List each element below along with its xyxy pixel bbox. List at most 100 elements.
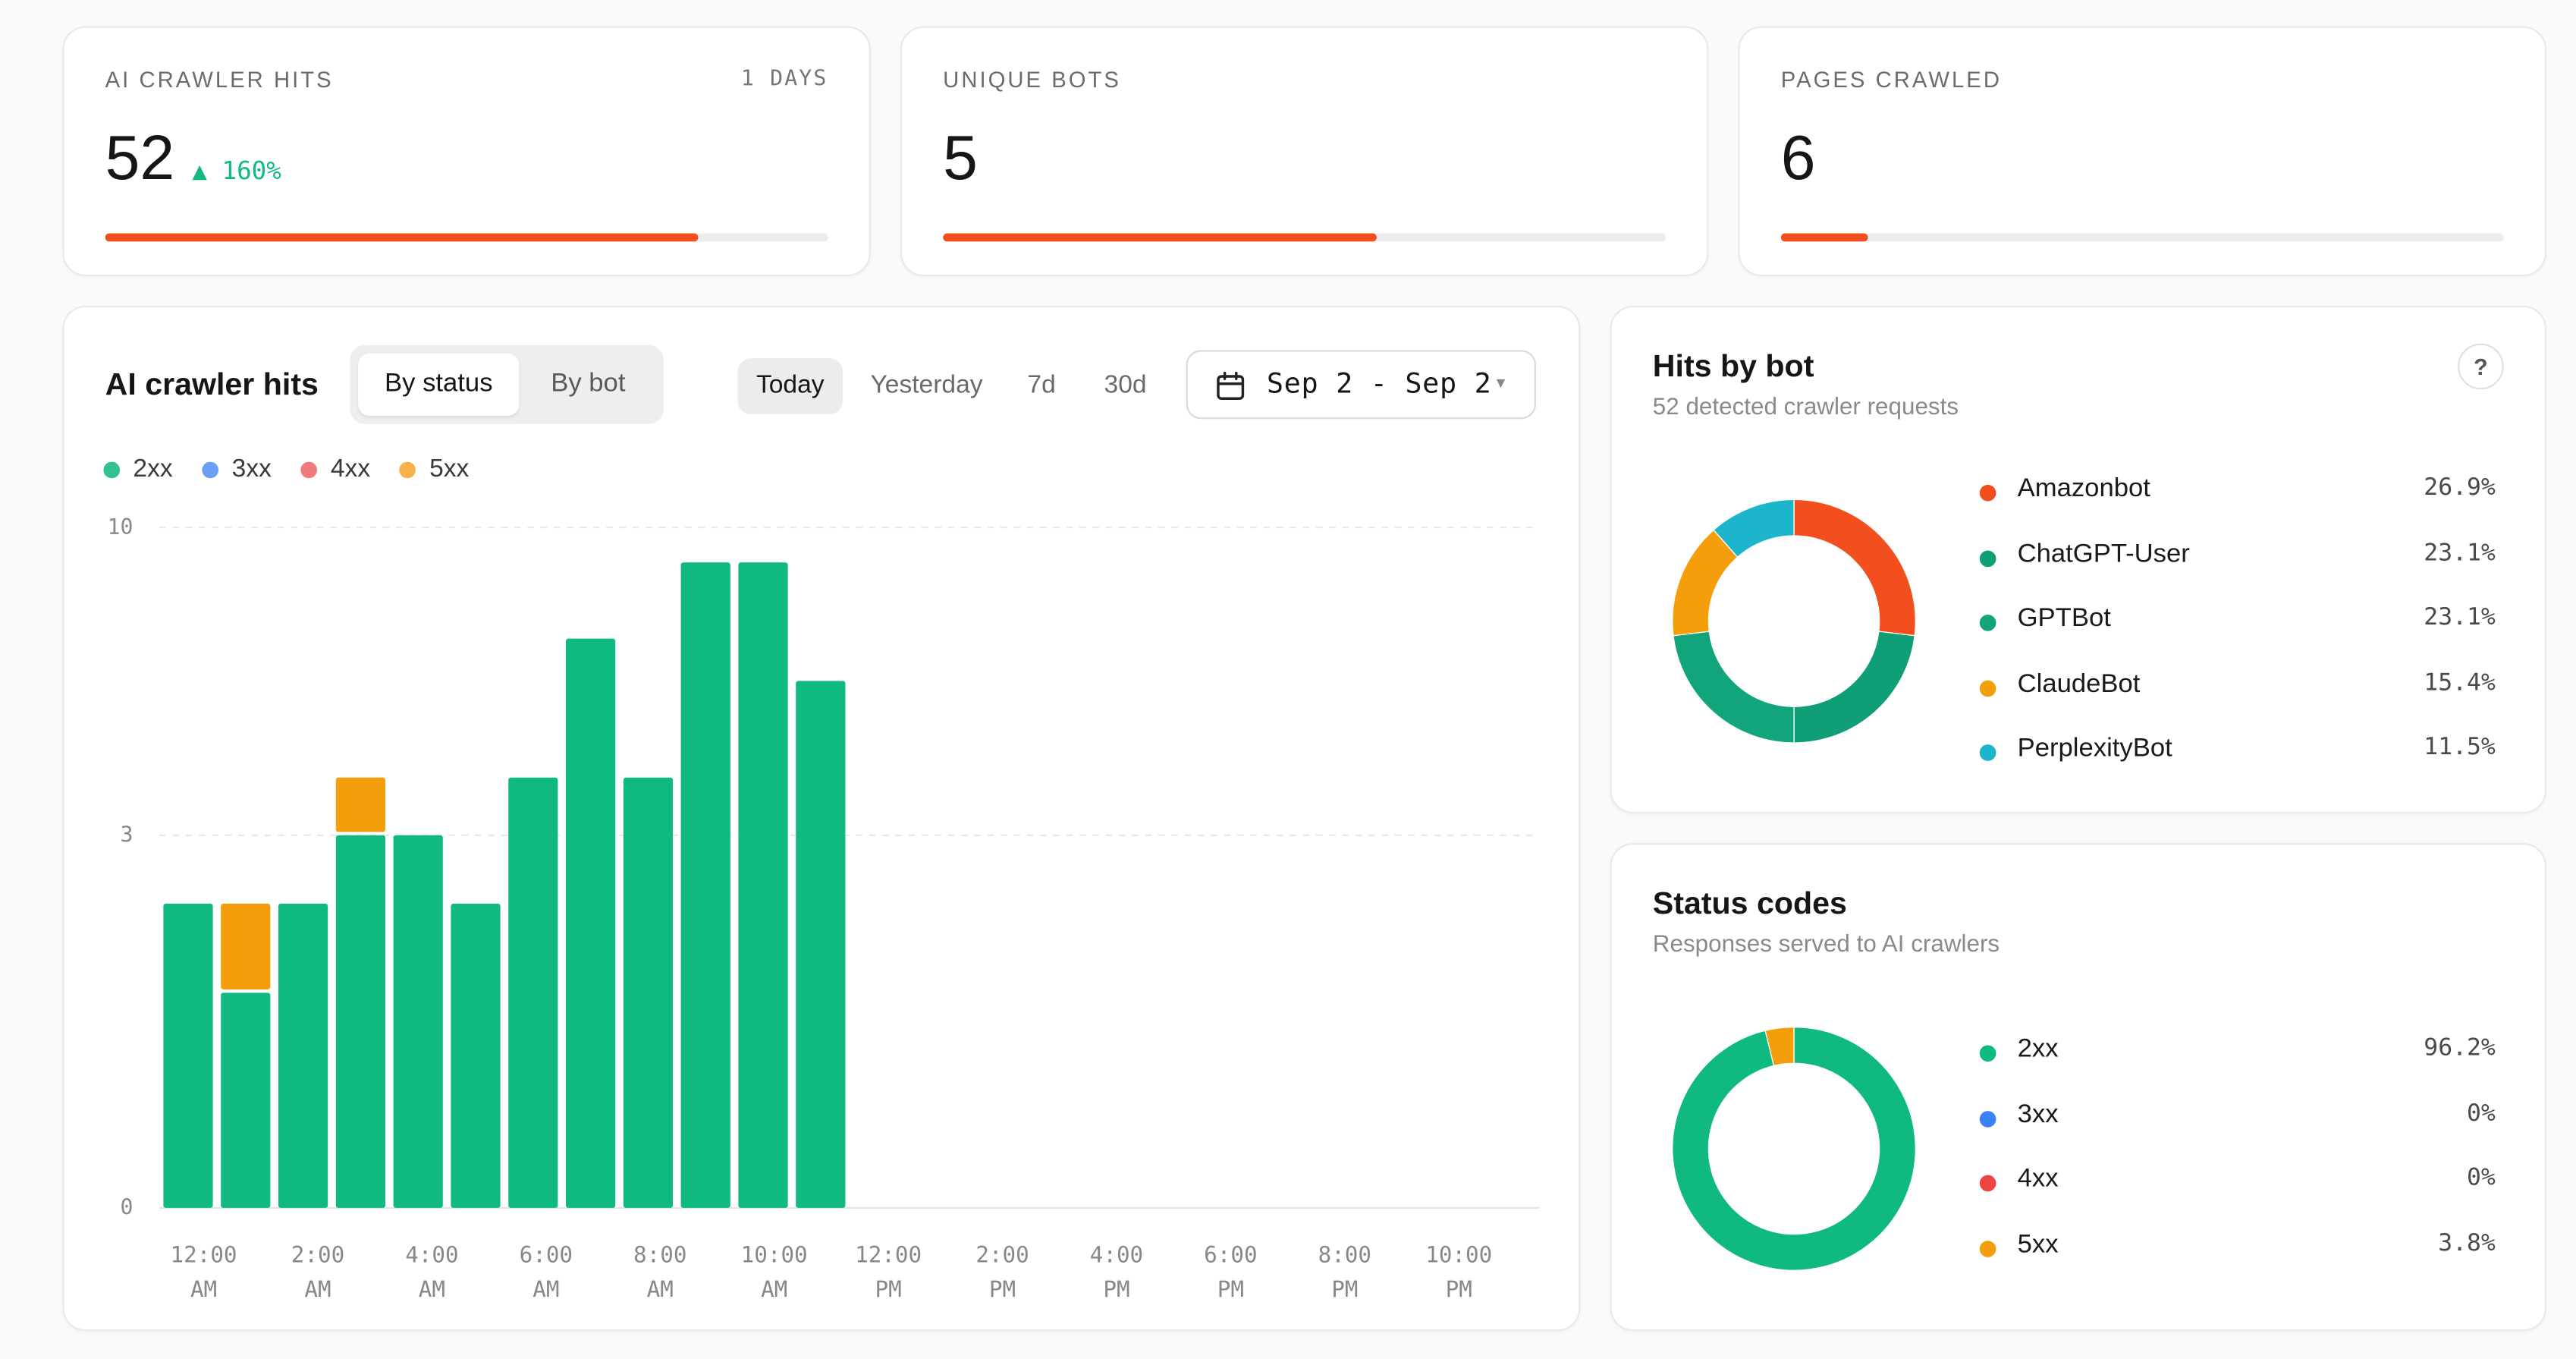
x-tick-label: PM (1331, 1276, 1358, 1302)
x-tick-label: 6:00 (1204, 1241, 1257, 1267)
bar-2xx[interactable] (451, 903, 501, 1208)
bar-2xx[interactable] (680, 562, 730, 1208)
kpi-progress-fill (1780, 233, 1868, 242)
bar-5xx[interactable] (221, 903, 271, 989)
bot-legend-row: ChatGPT-User 23.1% (1979, 540, 2496, 605)
legend-percent: 15.4% (2424, 669, 2496, 697)
x-tick-label: 4:00 (405, 1241, 458, 1267)
legend-dot (400, 461, 416, 479)
x-tick-label: 2:00 (291, 1241, 344, 1267)
x-tick-label: PM (1217, 1276, 1244, 1302)
range-today-button[interactable]: Today (737, 358, 843, 414)
hits-by-bot-card: Hits by bot 52 detected crawler requests… (1610, 305, 2546, 814)
legend-dot (300, 461, 318, 479)
kpi-range: 1 DAYS (740, 67, 828, 93)
bar-2xx[interactable] (393, 835, 443, 1208)
bar-2xx[interactable] (623, 777, 674, 1208)
legend-name: Amazonbot (2017, 474, 2150, 503)
bot-legend-row: PerplexityBot 11.5% (1979, 735, 2496, 800)
kpi-label: AI CRAWLER HITS (105, 67, 334, 93)
bot-legend-list: Amazonbot 26.9% ChatGPT-User 23.1% GPTBot 23.… (1979, 474, 2496, 800)
legend-dot (202, 461, 219, 479)
range-yesterday-button[interactable]: Yesterday (870, 371, 983, 400)
legend-percent: 23.1% (2424, 540, 2496, 567)
bar-5xx[interactable] (335, 777, 385, 832)
by-bot-toggle[interactable]: By bot (551, 370, 626, 398)
bar-2xx[interactable] (335, 835, 385, 1208)
legend-dot (103, 461, 121, 479)
status-legend-list: 2xx 96.2% 3xx 0% 4xx 0% 5xx 3.8% (1979, 1035, 2496, 1295)
legend-dot (1979, 1240, 1996, 1257)
x-tick-label: AM (532, 1276, 559, 1302)
legend-percent: 0% (2467, 1100, 2496, 1127)
donut-slice-amazonbot[interactable] (1793, 499, 1916, 637)
x-tick-label: PM (989, 1276, 1016, 1302)
x-tick-label: AM (304, 1276, 331, 1302)
date-range-picker[interactable]: Sep 2 - Sep 2 ▼ (1186, 350, 1537, 420)
bot-legend-row: Amazonbot 26.9% (1979, 474, 2496, 540)
bar-2xx[interactable] (221, 993, 271, 1208)
donut-slice-chatgpt-user[interactable] (1793, 631, 1915, 744)
y-tick-label: 10 (108, 514, 134, 540)
legend-name: GPTBot (2017, 605, 2111, 633)
x-tick-label: 12:00 (855, 1241, 922, 1267)
legend-item-5xx: 5xx (400, 455, 469, 485)
bar-2xx[interactable] (796, 681, 846, 1208)
y-tick-label: 0 (120, 1195, 133, 1220)
kpi-progress-track (105, 233, 828, 242)
status-legend-row: 3xx 0% (1979, 1100, 2496, 1166)
legend-label: 3xx (231, 455, 272, 483)
bar-2xx[interactable] (163, 903, 213, 1208)
status-codes-subtitle: Responses served to AI crawlers (1652, 932, 2000, 958)
x-tick-label: 8:00 (1318, 1241, 1371, 1267)
legend-dot (1979, 1045, 1996, 1062)
x-tick-label: 10:00 (1425, 1241, 1492, 1267)
kpi-label: UNIQUE BOTS (943, 67, 1121, 93)
x-tick-label: PM (1446, 1276, 1472, 1302)
status-donut-chart (1672, 1026, 1916, 1271)
donut-slice-2xx[interactable] (1672, 1026, 1916, 1271)
legend-percent: 26.9% (2424, 474, 2496, 502)
legend-percent: 11.5% (2424, 735, 2496, 761)
legend-percent: 96.2% (2424, 1035, 2496, 1062)
x-tick-label: PM (1103, 1276, 1129, 1302)
bot-legend-row: ClaudeBot 15.4% (1979, 669, 2496, 735)
status-codes-card: Status codes Responses served to AI craw… (1610, 843, 2546, 1332)
kpi-progress-track (1780, 233, 2504, 242)
legend-dot (1979, 615, 1996, 631)
legend-dot (1979, 679, 1996, 697)
by-status-toggle[interactable]: By status (358, 353, 520, 416)
x-tick-label: 6:00 (520, 1241, 573, 1267)
range-7d-button[interactable]: 7d (1027, 371, 1056, 400)
help-icon[interactable]: ? (2458, 343, 2504, 390)
donut-slice-gptbot[interactable] (1673, 631, 1795, 744)
kpi-label: PAGES CRAWLED (1780, 67, 2002, 93)
kpi-card-unique-bots: UNIQUE BOTS 5 (900, 26, 1709, 276)
kpi-delta-badge: ▲ 160% (192, 156, 281, 186)
kpi-progress-fill (943, 233, 1377, 242)
legend-item-3xx: 3xx (202, 455, 272, 485)
x-tick-label: 2:00 (975, 1241, 1029, 1267)
range-30d-button[interactable]: 30d (1104, 371, 1147, 400)
kpi-progress-track (943, 233, 1667, 242)
legend-name: ChatGPT-User (2017, 540, 2190, 568)
legend-item-4xx: 4xx (300, 455, 370, 485)
chevron-down-icon: ▼ (1493, 374, 1509, 392)
bot-donut-chart (1672, 499, 1916, 744)
bar-2xx[interactable] (566, 638, 616, 1208)
x-tick-label: PM (875, 1276, 902, 1302)
legend-name: PerplexityBot (2017, 735, 2172, 763)
status-legend-row: 5xx 3.8% (1979, 1230, 2496, 1295)
donut-slice-5xx[interactable] (1764, 1026, 1795, 1067)
bar-2xx[interactable] (508, 777, 558, 1208)
crawler-hits-chart-card: AI crawler hits By status By bot Today Y… (62, 305, 1581, 1332)
status-codes-title: Status codes (1652, 887, 1847, 923)
bar-2xx[interactable] (278, 903, 328, 1208)
x-tick-label: AM (419, 1276, 445, 1302)
x-tick-label: AM (190, 1276, 217, 1302)
legend-dot (1979, 1109, 1996, 1127)
donut-slice-perplexitybot[interactable] (1713, 499, 1795, 558)
legend-name: 2xx (2017, 1035, 2059, 1064)
bar-2xx[interactable] (738, 562, 788, 1208)
